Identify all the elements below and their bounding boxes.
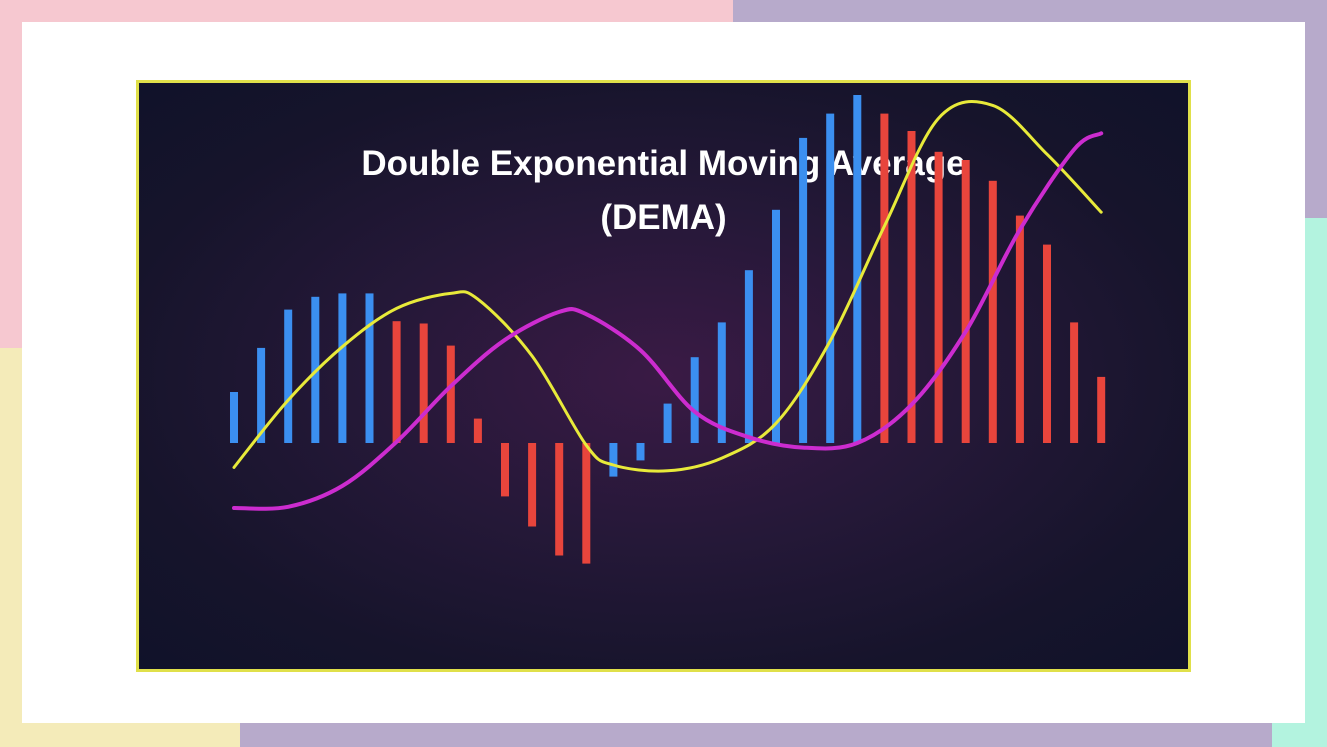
bar-22 [799,137,808,443]
magenta-line [232,131,1104,511]
bar-25 [880,113,889,443]
strip-lavender-right [1305,0,1327,218]
strip-yellow-left [0,348,22,747]
bar-29 [988,180,997,444]
bar-12 [528,443,537,527]
strip-yellow-bottom [0,723,240,747]
strip-lavender-top [733,0,1327,22]
strip-lavender-bottom [240,723,1272,747]
bar-11 [501,443,509,497]
bar-14 [582,443,591,564]
bar-10 [473,418,482,443]
bar-16 [636,443,645,461]
strip-pink-top [0,0,733,22]
bar-7 [392,321,401,443]
strip-mint-bottom [1272,723,1327,747]
bar-33 [1097,376,1106,443]
bar-8 [419,323,428,443]
bar-27 [934,151,943,444]
chart-title: Double Exponential Moving Average [361,144,966,183]
bar-23 [826,113,835,443]
bar-20 [744,270,753,443]
bar-31 [1043,244,1051,443]
bar-6 [365,293,374,443]
yellow-line [232,100,1103,473]
bar-18 [690,357,699,443]
bar-15 [609,443,618,477]
bar-19 [717,322,726,443]
bar-21 [772,209,780,443]
bar-28 [961,160,970,443]
bar-9 [446,345,455,443]
bar-1 [230,392,238,443]
bar-30 [1015,215,1024,443]
bar-17 [663,403,672,443]
strip-mint-right [1305,218,1327,747]
strip-pink-left [0,0,22,348]
bar-2 [257,347,266,443]
chart-plot [230,95,1106,564]
chart-subtitle: (DEMA) [600,198,727,237]
bar-24 [853,95,862,443]
bar-3 [284,309,293,443]
bar-5 [338,293,347,443]
bar-26 [907,131,916,443]
bar-13 [555,443,564,556]
chart-frame: Double Exponential Moving Average (DEMA) [136,80,1191,672]
bar-32 [1070,322,1079,443]
